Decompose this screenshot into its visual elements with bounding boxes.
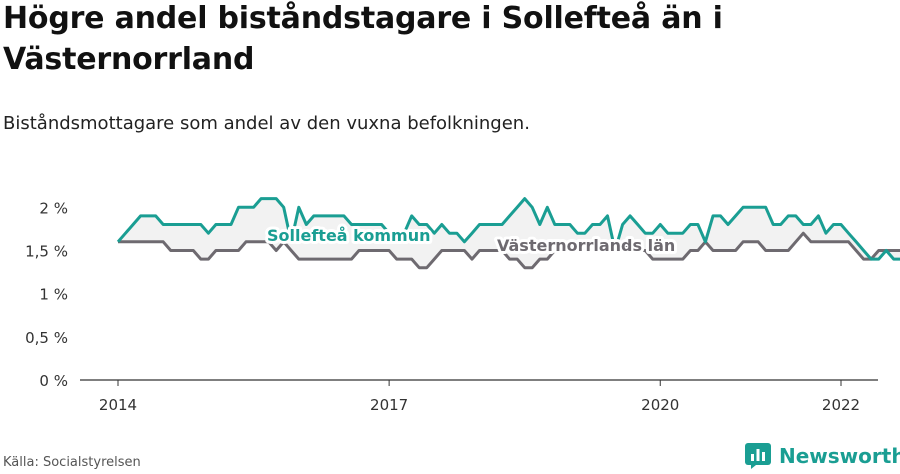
chart-subtitle: Biståndsmottagare som andel av den vuxna… bbox=[3, 113, 530, 134]
y-tick-label: 0,5 % bbox=[25, 329, 68, 347]
axes: 2014 2017 2020 2022 0 % 0,5 % 1 % 1,5 % 2 % bbox=[25, 199, 878, 414]
series-line-kommun bbox=[116, 197, 900, 261]
x-tick-label: 2014 bbox=[99, 396, 137, 414]
y-tick-label: 2 % bbox=[39, 199, 68, 217]
y-tick-label: 0 % bbox=[39, 372, 68, 390]
difference-band-area bbox=[118, 198, 900, 268]
difference-band bbox=[118, 198, 900, 268]
series-label-halo: Sollefteå kommun bbox=[267, 226, 431, 245]
newsworthy-logo-icon bbox=[745, 443, 771, 469]
brand-logo[interactable]: Newsworthy bbox=[745, 442, 900, 470]
source-note: Källa: Socialstyrelsen bbox=[3, 455, 141, 470]
series-line-lan bbox=[118, 231, 900, 270]
y-tick-label: 1,5 % bbox=[25, 242, 68, 260]
series-label-halo: Västernorrlands län bbox=[497, 236, 675, 255]
series-label-kommun: Sollefteå kommun bbox=[267, 226, 431, 245]
series-label-lan: Västernorrlands län bbox=[497, 236, 675, 255]
x-tick-label: 2017 bbox=[370, 396, 408, 414]
brand-name: Newsworthy bbox=[779, 444, 900, 468]
x-tick-label: 2020 bbox=[641, 396, 679, 414]
chart-title: Högre andel biståndstagare i Sollefteå ä… bbox=[3, 1, 723, 77]
y-tick-label: 1 % bbox=[39, 286, 68, 304]
x-tick-label: 2022 bbox=[822, 396, 860, 414]
series-lines bbox=[116, 197, 900, 270]
